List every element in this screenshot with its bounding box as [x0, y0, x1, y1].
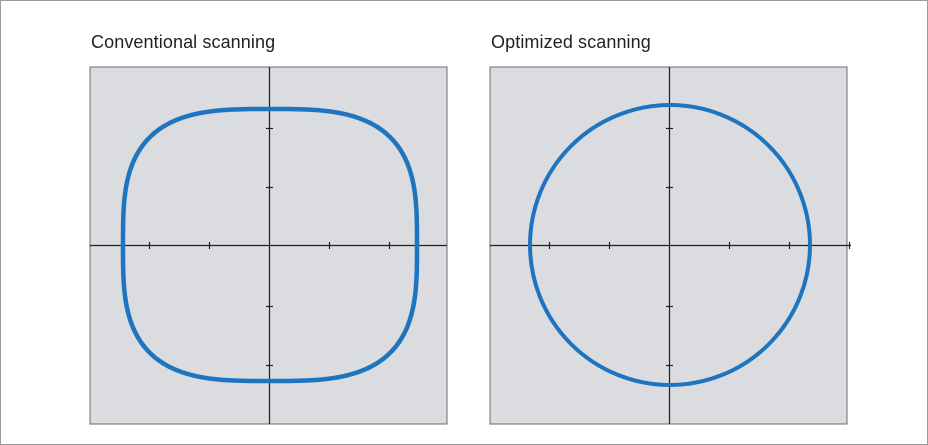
- scan-curve-optimized: [528, 103, 812, 387]
- y-ticks-conventional: [266, 127, 273, 367]
- panel-conventional: [89, 66, 448, 425]
- panel-optimized: [489, 66, 851, 425]
- panel-title-conventional: Conventional scanning: [91, 32, 276, 52]
- scan-curve-conventional: [120, 106, 420, 384]
- y-ticks-optimized: [666, 127, 673, 367]
- x-ticks-conventional: [148, 242, 391, 249]
- x-ticks-optimized: [548, 242, 851, 249]
- panel-title-optimized: Optimized scanning: [491, 32, 651, 52]
